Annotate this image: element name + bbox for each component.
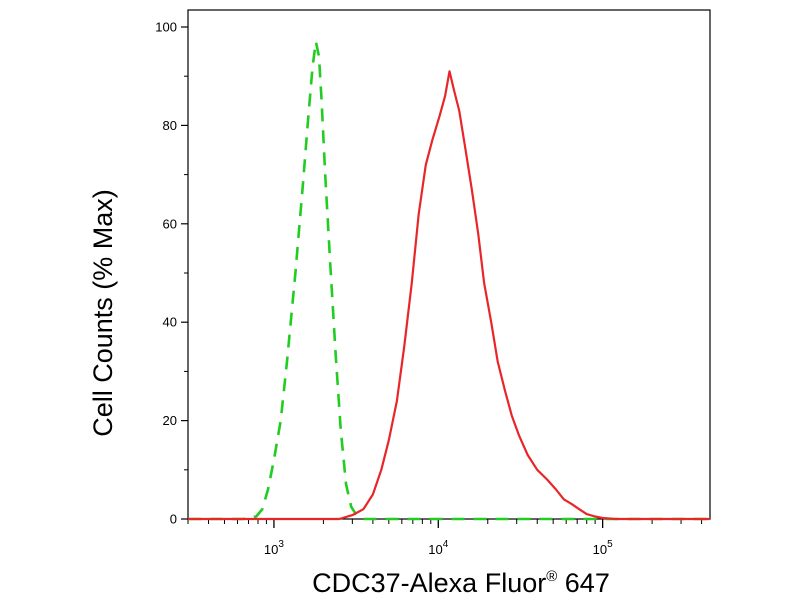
y-tick-label: 60 [163,216,177,231]
x-axis-ticks: 103 104 105 [187,519,703,557]
y-tick-label: 0 [170,512,177,527]
y-axis-ticks: 0 20 40 60 80 100 [155,20,188,527]
y-tick-label: 20 [163,413,177,428]
y-tick-label: 40 [163,315,177,330]
plot-frame [187,9,711,520]
y-tick-label: 80 [163,118,177,133]
plot-axes [187,9,711,520]
control-histogram-line [188,40,710,521]
y-axis-title: Cell Counts (% Max) [88,189,118,437]
y-tick-label: 100 [155,20,177,35]
series-layer [188,40,710,521]
x-axis-title: CDC37-Alexa Fluor® 647 [312,568,610,598]
x-tick-label: 105 [593,539,613,557]
x-axis-title-superscript: ® [546,568,557,585]
x-tick-label: 104 [428,539,448,557]
x-axis-title-suffix: 647 [557,568,610,598]
cdc37-histogram-line [188,70,710,521]
x-axis-title-main: CDC37-Alexa Fluor [312,568,546,598]
x-tick-label: 103 [264,539,284,557]
